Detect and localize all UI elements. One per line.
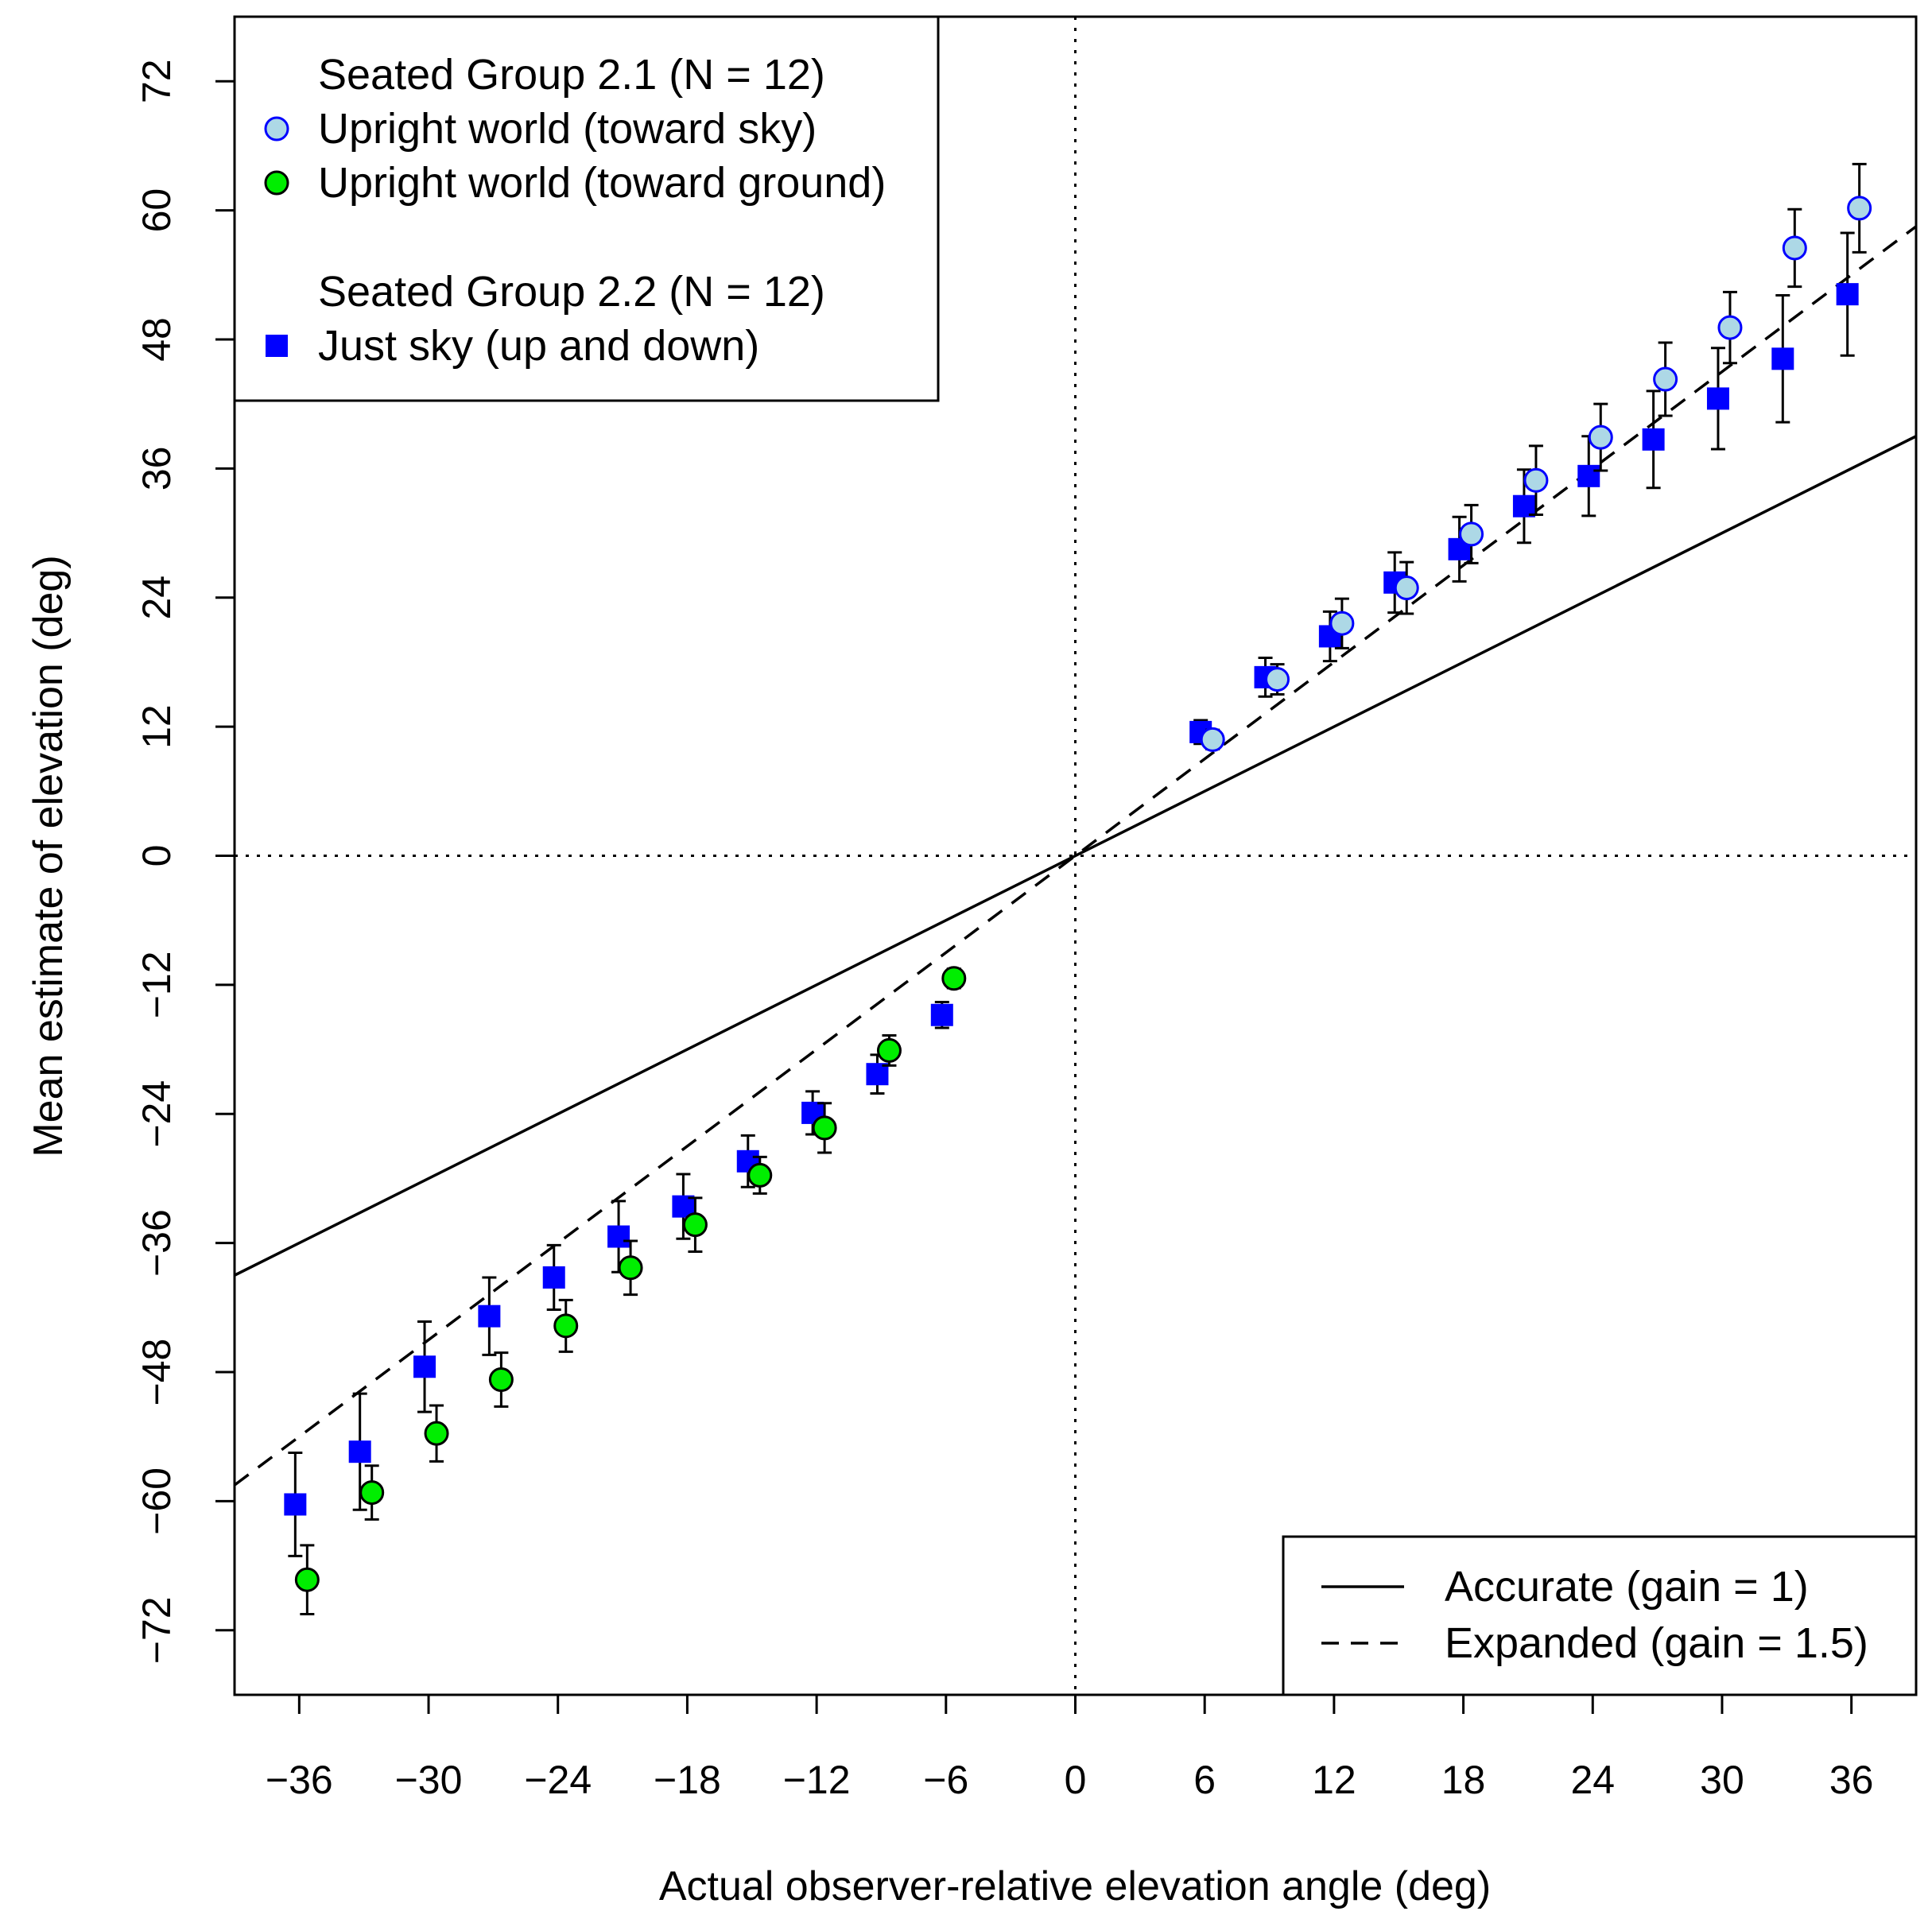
data-point xyxy=(1523,467,1549,493)
data-point xyxy=(1771,347,1794,370)
legend-top-left: Seated Group 2.1 (N = 12) Upright world (… xyxy=(233,15,940,402)
data-point xyxy=(284,1493,307,1516)
series-upright-world-toward-ground xyxy=(294,966,967,1616)
x-tick-label: 12 xyxy=(1312,1758,1356,1802)
data-point xyxy=(488,1367,514,1393)
series-just-sky-up-and-down xyxy=(284,231,1859,1557)
data-point xyxy=(866,1063,889,1086)
x-axis-title: Actual observer-relative elevation angle… xyxy=(659,1863,1491,1909)
y-tick-label: −12 xyxy=(134,951,179,1018)
data-point xyxy=(359,1480,385,1506)
y-tick-label: 36 xyxy=(134,447,179,491)
legend-entry-label: Expanded (gain = 1.5) xyxy=(1445,1619,1868,1667)
data-point xyxy=(1577,464,1600,487)
x-axis: −36 −30 −24 −18 −12 −6 0 6 12 18 24 30 36 xyxy=(266,1695,1874,1802)
x-tick-label: 0 xyxy=(1065,1758,1087,1802)
y-tick-label: −48 xyxy=(134,1339,179,1406)
y-tick-label: 72 xyxy=(134,59,179,103)
data-point xyxy=(542,1266,565,1289)
data-point xyxy=(607,1225,630,1248)
data-point xyxy=(1706,387,1729,410)
data-point xyxy=(941,966,967,991)
x-tick-label: 36 xyxy=(1829,1758,1874,1802)
data-point xyxy=(876,1037,902,1063)
legend-group-header: Seated Group 2.1 (N = 12) xyxy=(318,51,825,99)
data-point xyxy=(478,1305,501,1328)
x-tick-label: −30 xyxy=(395,1758,463,1802)
x-tick-label: −18 xyxy=(654,1758,721,1802)
data-point xyxy=(1717,315,1743,340)
y-axis-title: Mean estimate of elevation (deg) xyxy=(25,555,72,1157)
data-point xyxy=(1588,425,1613,450)
data-point xyxy=(348,1440,371,1463)
y-axis: −72 −60 −48 −36 −24 −12 0 12 24 36 48 60 72 xyxy=(134,59,235,1664)
data-point xyxy=(618,1255,643,1281)
legend-marker xyxy=(264,116,289,142)
y-tick-label: 12 xyxy=(134,704,179,749)
data-point xyxy=(1200,727,1225,752)
data-point xyxy=(1836,283,1859,306)
x-tick-label: −12 xyxy=(783,1758,851,1802)
data-point xyxy=(930,1003,953,1026)
y-tick-label: −72 xyxy=(134,1596,179,1664)
data-point xyxy=(812,1115,837,1141)
legend-box xyxy=(233,15,940,402)
data-point xyxy=(1782,235,1807,261)
data-point xyxy=(1329,611,1355,636)
legend-box xyxy=(1282,1535,1918,1696)
data-point xyxy=(1394,576,1419,601)
legend-marker xyxy=(266,335,288,357)
x-tick-label: −24 xyxy=(524,1758,592,1802)
y-tick-label: 60 xyxy=(134,188,179,233)
zero-lines xyxy=(235,17,1916,1695)
y-tick-label: 48 xyxy=(134,317,179,362)
data-point xyxy=(294,1567,320,1592)
legend-entry-label: Upright world (toward ground) xyxy=(318,159,886,207)
data-point xyxy=(1265,667,1290,692)
expanded-gain-line xyxy=(235,225,1916,1487)
series-upright-world-toward-sky xyxy=(1200,162,1872,752)
data-point xyxy=(413,1355,436,1378)
x-tick-label: 24 xyxy=(1570,1758,1615,1802)
data-point xyxy=(682,1212,708,1238)
data-point xyxy=(424,1421,449,1446)
legend-entry-label: Just sky (up and down) xyxy=(318,322,759,370)
data-point xyxy=(1653,366,1678,392)
legend-entry-label: Upright world (toward sky) xyxy=(318,105,817,153)
legend-entry-label: Accurate (gain = 1) xyxy=(1445,1563,1809,1611)
accurate-gain-line xyxy=(235,435,1916,1277)
data-point xyxy=(553,1313,579,1339)
y-tick-label: −36 xyxy=(134,1209,179,1277)
x-tick-label: 6 xyxy=(1193,1758,1216,1802)
data-point xyxy=(1459,521,1484,547)
data-point xyxy=(1642,428,1665,451)
data-point xyxy=(672,1195,695,1218)
legend-bottom-right: Accurate (gain = 1) Expanded (gain = 1.5) xyxy=(1282,1535,1918,1696)
y-tick-label: 24 xyxy=(134,576,179,620)
y-tick-label: −24 xyxy=(134,1080,179,1148)
reference-lines xyxy=(235,225,1916,1487)
x-tick-label: −6 xyxy=(923,1758,968,1802)
legend-group-header: Seated Group 2.2 (N = 12) xyxy=(318,268,825,316)
x-tick-label: 30 xyxy=(1700,1758,1744,1802)
data-point xyxy=(747,1162,773,1188)
data-series xyxy=(284,162,1872,1616)
x-tick-label: −36 xyxy=(266,1758,333,1802)
legend-marker xyxy=(264,170,289,196)
data-point xyxy=(1847,196,1872,221)
data-point xyxy=(1512,494,1535,518)
y-tick-label: 0 xyxy=(134,845,179,867)
y-tick-label: −60 xyxy=(134,1467,179,1535)
x-tick-label: 18 xyxy=(1441,1758,1486,1802)
